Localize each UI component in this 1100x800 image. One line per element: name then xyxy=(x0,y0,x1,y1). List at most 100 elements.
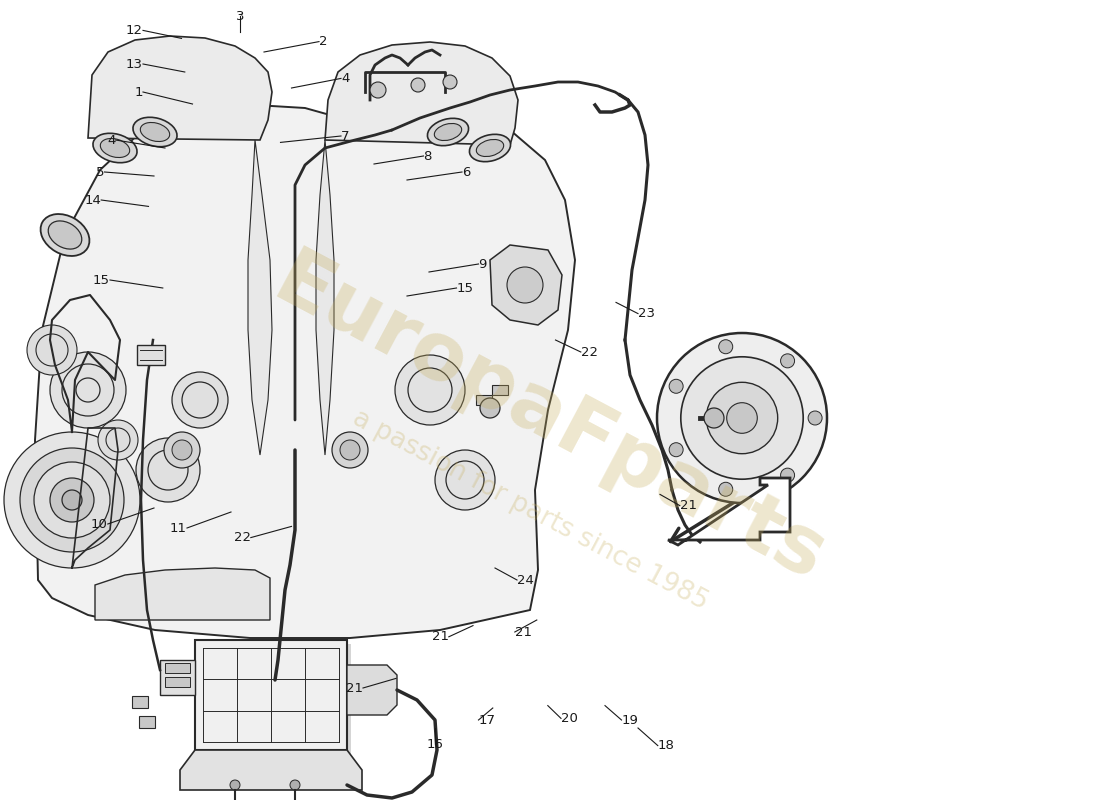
Text: 15: 15 xyxy=(456,282,473,294)
Circle shape xyxy=(172,372,228,428)
Circle shape xyxy=(446,461,484,499)
Polygon shape xyxy=(490,245,562,325)
Circle shape xyxy=(706,382,778,454)
Ellipse shape xyxy=(133,118,177,146)
Circle shape xyxy=(50,352,127,428)
Circle shape xyxy=(290,780,300,790)
Text: 16: 16 xyxy=(426,738,443,750)
Circle shape xyxy=(408,368,452,412)
Circle shape xyxy=(395,355,465,425)
Text: 15: 15 xyxy=(94,274,110,286)
Circle shape xyxy=(34,462,110,538)
Text: 13: 13 xyxy=(126,58,143,70)
Circle shape xyxy=(669,379,683,394)
Circle shape xyxy=(657,333,827,503)
Ellipse shape xyxy=(434,123,462,141)
Circle shape xyxy=(148,450,188,490)
Circle shape xyxy=(727,402,757,434)
Circle shape xyxy=(136,438,200,502)
Polygon shape xyxy=(95,568,270,620)
Polygon shape xyxy=(138,345,165,365)
Bar xyxy=(165,677,190,687)
Ellipse shape xyxy=(41,214,89,256)
Circle shape xyxy=(718,340,733,354)
Polygon shape xyxy=(248,140,272,455)
Ellipse shape xyxy=(141,122,169,142)
Text: 3: 3 xyxy=(235,10,244,22)
Bar xyxy=(492,385,508,395)
Text: 4: 4 xyxy=(107,134,116,146)
Text: 4: 4 xyxy=(341,72,350,85)
Text: 24: 24 xyxy=(517,574,534,586)
Circle shape xyxy=(332,432,368,468)
Text: 21: 21 xyxy=(346,682,363,694)
Circle shape xyxy=(76,378,100,402)
Text: 8: 8 xyxy=(424,150,432,162)
Text: 2: 2 xyxy=(319,35,328,48)
Circle shape xyxy=(340,440,360,460)
Text: 22: 22 xyxy=(581,346,597,358)
Circle shape xyxy=(704,408,724,428)
Circle shape xyxy=(718,482,733,496)
Text: EuropaFparts: EuropaFparts xyxy=(261,242,839,598)
Polygon shape xyxy=(324,42,518,145)
Circle shape xyxy=(681,357,803,479)
Text: 10: 10 xyxy=(91,518,108,530)
Bar xyxy=(199,644,351,754)
Circle shape xyxy=(411,78,425,92)
Text: 21: 21 xyxy=(432,630,449,643)
Ellipse shape xyxy=(476,139,504,157)
Polygon shape xyxy=(180,750,362,790)
Circle shape xyxy=(480,398,501,418)
Text: 21: 21 xyxy=(515,626,531,638)
Polygon shape xyxy=(160,660,195,695)
Circle shape xyxy=(164,432,200,468)
Circle shape xyxy=(172,440,192,460)
Ellipse shape xyxy=(48,221,81,249)
Circle shape xyxy=(62,490,82,510)
Circle shape xyxy=(20,448,124,552)
Text: a passion for parts since 1985: a passion for parts since 1985 xyxy=(348,405,712,615)
Text: 18: 18 xyxy=(658,739,674,752)
Circle shape xyxy=(370,82,386,98)
Polygon shape xyxy=(35,105,575,638)
Polygon shape xyxy=(668,478,790,545)
Circle shape xyxy=(50,478,94,522)
Bar xyxy=(195,640,346,750)
Bar xyxy=(139,716,155,728)
Text: 6: 6 xyxy=(462,166,471,178)
Bar xyxy=(476,395,492,405)
Text: 5: 5 xyxy=(96,166,104,178)
Text: 12: 12 xyxy=(126,24,143,37)
Circle shape xyxy=(781,468,794,482)
Bar xyxy=(132,696,148,708)
Circle shape xyxy=(36,334,68,366)
Circle shape xyxy=(669,442,683,457)
Polygon shape xyxy=(316,140,334,455)
Text: 19: 19 xyxy=(621,714,638,726)
Circle shape xyxy=(106,428,130,452)
Circle shape xyxy=(4,432,140,568)
Ellipse shape xyxy=(428,118,469,146)
Text: 1: 1 xyxy=(134,86,143,98)
Text: 11: 11 xyxy=(170,522,187,534)
Text: 14: 14 xyxy=(85,194,101,206)
Ellipse shape xyxy=(100,138,130,158)
Text: 21: 21 xyxy=(680,499,696,512)
Circle shape xyxy=(230,780,240,790)
Circle shape xyxy=(182,382,218,418)
Circle shape xyxy=(781,354,794,368)
Ellipse shape xyxy=(470,134,510,162)
Text: 23: 23 xyxy=(638,307,654,320)
Text: 17: 17 xyxy=(478,714,495,726)
Circle shape xyxy=(507,267,543,303)
Circle shape xyxy=(808,411,822,425)
Circle shape xyxy=(98,420,138,460)
Text: 22: 22 xyxy=(234,531,251,544)
Text: 9: 9 xyxy=(478,258,487,270)
Circle shape xyxy=(434,450,495,510)
Text: 20: 20 xyxy=(561,712,578,725)
Polygon shape xyxy=(88,36,272,140)
Circle shape xyxy=(62,364,114,416)
Ellipse shape xyxy=(94,134,138,162)
